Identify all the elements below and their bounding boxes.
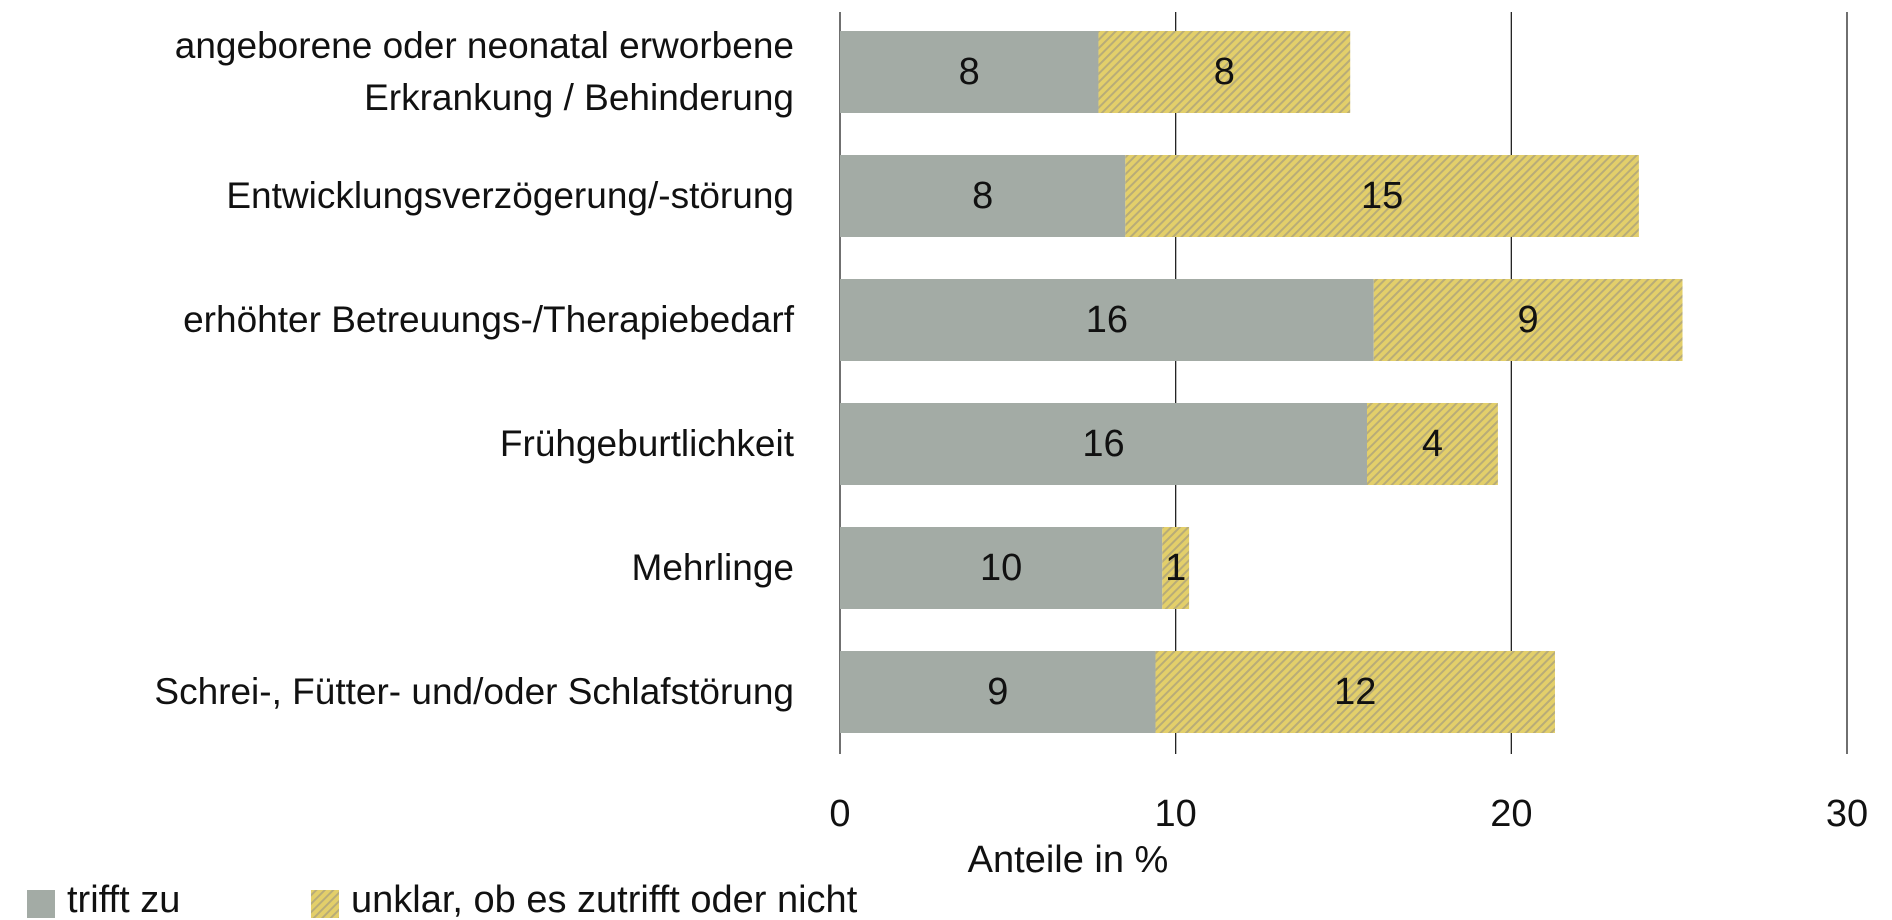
value-label: 10 — [980, 547, 1022, 589]
category-label: Mehrlinge — [0, 506, 794, 630]
bar-segment — [1155, 651, 1555, 733]
legend-label: unklar, ob es zutrifft oder nicht — [351, 879, 858, 920]
bar-segment — [1098, 31, 1351, 113]
value-label: 8 — [959, 51, 980, 93]
category-text: Mehrlinge — [631, 547, 794, 589]
category-label: Entwicklungsverzögerung/-störung — [0, 134, 794, 258]
value-label: 8 — [1214, 51, 1235, 93]
category-text: angeborene oder neonatal erworbene Erkra… — [174, 25, 794, 118]
x-tick-label: 20 — [1490, 793, 1532, 835]
bar-segment — [840, 651, 1156, 733]
category-text: erhöhter Betreuungs-/Therapiebedarf — [183, 299, 794, 341]
bar-segment — [1373, 279, 1683, 361]
category-label: erhöhter Betreuungs-/Therapiebedarf — [0, 258, 794, 382]
bar-segment — [840, 527, 1163, 609]
category-text: Frühgeburtlichkeit — [499, 423, 794, 465]
value-label: 12 — [1334, 671, 1376, 713]
value-label: 1 — [1165, 547, 1186, 589]
category-text: Schrei-, Fütter- und/oder Schlafstörung — [154, 671, 794, 713]
value-label: 9 — [1518, 299, 1539, 341]
value-label: 16 — [1086, 299, 1128, 341]
category-label: Schrei-, Fütter- und/oder Schlafstörung — [0, 630, 794, 754]
bar-segment — [1366, 403, 1498, 485]
value-label: 4 — [1422, 423, 1443, 465]
bar-segment — [1125, 155, 1639, 237]
legend-swatch — [311, 890, 339, 918]
category-text: Entwicklungsverzögerung/-störung — [226, 175, 794, 217]
category-label: Frühgeburtlichkeit — [0, 382, 794, 506]
x-tick-label: 10 — [1155, 793, 1197, 835]
value-label: 9 — [987, 671, 1008, 713]
x-tick-label: 30 — [1826, 793, 1868, 835]
legend-label: trifft zu — [67, 879, 180, 920]
bar-segment — [840, 279, 1374, 361]
bar-segment — [840, 31, 1099, 113]
legend-swatch — [27, 890, 55, 918]
bar-segment — [840, 403, 1367, 485]
category-label: angeborene oder neonatal erworbene Erkra… — [0, 10, 794, 134]
x-axis-label: Anteile in % — [968, 839, 1169, 881]
value-label: 16 — [1082, 423, 1124, 465]
bar-segment — [1162, 527, 1190, 609]
x-tick-label: 0 — [829, 793, 850, 835]
value-label: 15 — [1361, 175, 1403, 217]
bar-segment — [840, 155, 1126, 237]
value-label: 8 — [972, 175, 993, 217]
